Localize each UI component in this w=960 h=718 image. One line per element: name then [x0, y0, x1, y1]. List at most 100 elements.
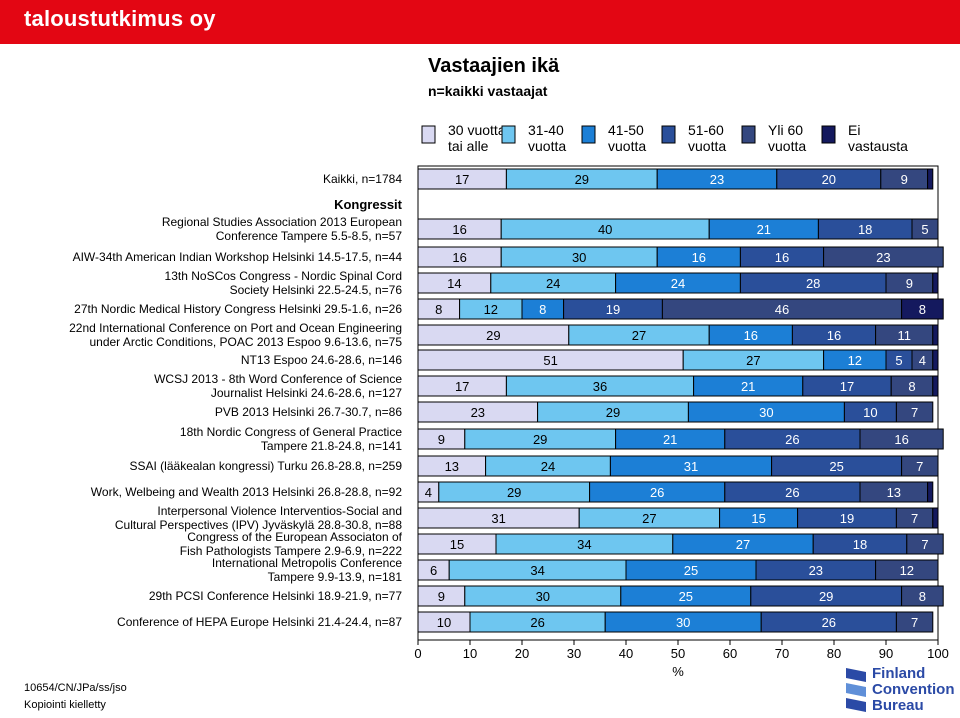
bar-label-row-12-seg-3: 19 — [840, 511, 854, 526]
logo-mark-icon — [846, 668, 866, 712]
legend-label-5-line-1: Ei — [848, 122, 860, 138]
bar-label-row-10-seg-1: 24 — [541, 459, 555, 474]
row-label-6: NT13 Espoo 24.6-28.6, n=146 — [241, 353, 402, 367]
bar-label-row-11-seg-1: 29 — [507, 485, 521, 500]
bar-label-row-13-seg-4: 7 — [921, 537, 928, 552]
bar-label-row-9-seg-4: 16 — [894, 432, 908, 447]
bar-label-row-13-seg-3: 18 — [853, 537, 867, 552]
chart-title: Vastaajien ikä — [428, 55, 560, 77]
bar-label-row-16-seg-3: 26 — [822, 615, 836, 630]
bar-label-row-1-seg-4: 5 — [921, 222, 928, 237]
bar-label-row-14-seg-4: 12 — [900, 563, 914, 578]
bar-label-row-8-seg-2: 30 — [759, 405, 773, 420]
bar-label-row-5-seg-0: 29 — [486, 328, 500, 343]
bar-row-9-seg-4 — [859, 428, 944, 450]
bar-label-row-5-seg-3: 16 — [827, 328, 841, 343]
bar-row-8-seg-4 — [895, 401, 934, 423]
row-label-10: SSAI (lääkealan kongressi) Turku 26.8-28… — [130, 459, 403, 473]
bar-label-row-10-seg-0: 13 — [445, 459, 459, 474]
bar-label-row-6-seg-0: 51 — [543, 353, 557, 368]
bar-label-row-2-seg-3: 16 — [775, 250, 789, 265]
bar-label-row-3-seg-0: 14 — [447, 276, 461, 291]
row-label-1-line-1: Regional Studies Association 2013 Europe… — [162, 215, 402, 229]
bar-row-13-seg-4 — [906, 533, 944, 555]
bar-label-row-1-seg-1: 40 — [598, 222, 612, 237]
logo-line-3: Bureau — [872, 697, 924, 714]
bar-row-6-seg-5 — [932, 349, 939, 371]
legend-label-2-line-2: vuotta — [608, 138, 646, 154]
x-tick-label-0: 0 — [414, 646, 421, 661]
bar-label-row-6-seg-1: 27 — [746, 353, 760, 368]
row-label-14-line-1: International Metropolis Conference — [212, 556, 402, 570]
row-label-0: Kaikki, n=1784 — [323, 172, 402, 186]
legend-label-1-line-2: vuotta — [528, 138, 566, 154]
bar-row-4-seg-5 — [901, 298, 944, 320]
x-tick-label-10: 100 — [927, 646, 949, 661]
bar-label-row-4-seg-0: 8 — [435, 302, 442, 317]
bar-label-row-15-seg-3: 29 — [819, 589, 833, 604]
bar-label-row-1-seg-3: 18 — [858, 222, 872, 237]
bar-label-row-15-seg-2: 25 — [679, 589, 693, 604]
legend-label-4-line-1: Yli 60 — [768, 122, 803, 138]
bar-row-5-seg-5 — [932, 324, 939, 346]
row-label-15: 29th PCSI Conference Helsinki 18.9-21.9,… — [149, 589, 402, 603]
x-tick-label-2: 20 — [515, 646, 529, 661]
finland-convention-bureau-logo: Finland Convention Bureau — [846, 666, 958, 716]
x-tick-label-7: 70 — [775, 646, 789, 661]
logo-line-2: Convention — [872, 681, 955, 698]
footer-code: 10654/CN/JPa/ss/jso — [24, 682, 127, 694]
bar-row-3-seg-5 — [932, 272, 939, 294]
row-label-1-line-2: Conference Tampere 5.5-8.5, n=57 — [216, 229, 403, 243]
bar-label-row-0-seg-1: 29 — [575, 172, 589, 187]
logo-line-1: Finland — [872, 665, 926, 682]
legend-label-2-line-1: 41-50 — [608, 122, 644, 138]
legend-label-1-line-1: 31-40 — [528, 122, 564, 138]
bar-label-row-16-seg-2: 30 — [676, 615, 690, 630]
x-tick-label-6: 60 — [723, 646, 737, 661]
bar-label-row-7-seg-0: 17 — [455, 379, 469, 394]
legend-label-5-line-2: vastausta — [848, 138, 908, 154]
bar-label-row-11-seg-2: 26 — [650, 485, 664, 500]
bar-label-row-9-seg-1: 29 — [533, 432, 547, 447]
bar-label-row-11-seg-3: 26 — [785, 485, 799, 500]
row-label-4: 27th Nordic Medical History Congress Hel… — [74, 302, 402, 316]
bar-label-row-5-seg-4: 11 — [897, 328, 911, 343]
bar-row-14-seg-4 — [875, 559, 939, 581]
bar-label-row-15-seg-1: 30 — [536, 589, 550, 604]
legend-label-0-line-1: 30 vuotta — [448, 122, 506, 138]
bar-row-11-seg-5 — [927, 481, 934, 503]
bar-label-row-3-seg-1: 24 — [546, 276, 560, 291]
bar-label-row-12-seg-4: 7 — [911, 511, 918, 526]
bar-label-row-0-seg-3: 20 — [822, 172, 836, 187]
row-label-12-line-2: Cultural Perspectives (IPV) Jyväskylä 28… — [115, 518, 402, 532]
legend-swatch-4 — [741, 125, 756, 144]
row-label-8: PVB 2013 Helsinki 26.7-30.7, n=86 — [215, 405, 402, 419]
brand-logo: taloustutkimus oy — [24, 6, 216, 31]
row-label-13-line-1: Congress of the European Associaton of — [187, 530, 402, 544]
bar-label-row-7-seg-4: 8 — [908, 379, 915, 394]
row-label-7-line-2: Journalist Helsinki 24.6-28.6, n=127 — [211, 386, 402, 400]
bar-label-row-7-seg-1: 36 — [593, 379, 607, 394]
legend-label-3-line-1: 51-60 — [688, 122, 724, 138]
bar-label-row-10-seg-3: 25 — [829, 459, 843, 474]
bar-label-row-14-seg-3: 23 — [809, 563, 823, 578]
bar-label-row-2-seg-4: 23 — [876, 250, 890, 265]
x-tick-label-8: 80 — [827, 646, 841, 661]
bar-label-row-12-seg-0: 31 — [491, 511, 505, 526]
legend-swatch-0 — [421, 125, 436, 144]
x-tick-label-3: 30 — [567, 646, 581, 661]
x-axis-label: % — [672, 664, 684, 679]
row-label-13-line-2: Fish Pathologists Tampere 2.9-6.9, n=222 — [180, 544, 403, 558]
legend-label-0-line-2: tai alle — [448, 138, 489, 154]
bar-label-row-10-seg-2: 31 — [684, 459, 698, 474]
bar-label-row-9-seg-0: 9 — [438, 432, 445, 447]
bar-label-row-4-seg-1: 12 — [484, 302, 498, 317]
legend-label-4-line-2: vuotta — [768, 138, 806, 154]
bar-label-row-3-seg-4: 9 — [906, 276, 913, 291]
row-label-2: AIW-34th American Indian Workshop Helsin… — [73, 250, 403, 264]
footer-note: Kopiointi kielletty — [24, 699, 106, 711]
bar-label-row-2-seg-2: 16 — [692, 250, 706, 265]
bar-label-row-5-seg-1: 27 — [632, 328, 646, 343]
bar-row-10-seg-4 — [901, 455, 939, 477]
bar-label-row-4-seg-3: 19 — [606, 302, 620, 317]
